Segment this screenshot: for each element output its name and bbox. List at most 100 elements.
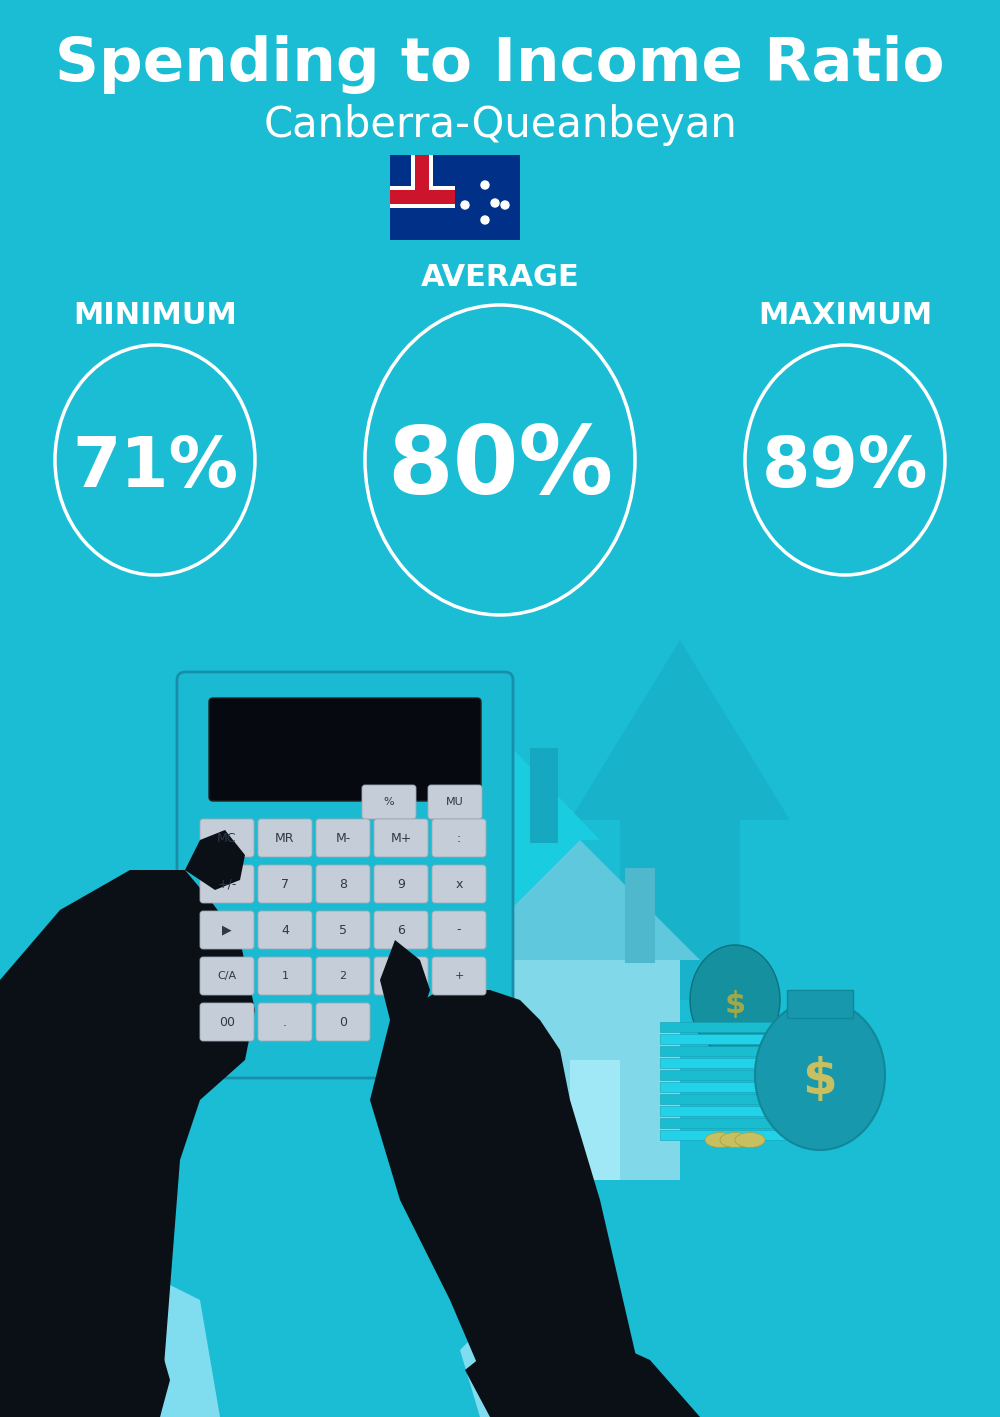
FancyBboxPatch shape	[177, 672, 513, 1078]
Polygon shape	[460, 840, 700, 959]
Text: 9: 9	[397, 877, 405, 890]
FancyBboxPatch shape	[258, 911, 312, 949]
Text: 7: 7	[281, 877, 289, 890]
Text: -: -	[457, 924, 461, 937]
FancyBboxPatch shape	[258, 819, 312, 857]
Text: 89%: 89%	[762, 435, 928, 502]
Bar	[411, 154, 433, 197]
FancyBboxPatch shape	[362, 785, 416, 819]
Text: AVERAGE: AVERAGE	[421, 264, 579, 292]
Text: M+: M+	[390, 832, 412, 845]
Bar	[390, 840, 580, 1000]
Circle shape	[461, 201, 469, 208]
Polygon shape	[370, 720, 600, 840]
Bar	[500, 1060, 550, 1180]
Polygon shape	[460, 1289, 680, 1417]
Text: $: $	[803, 1056, 837, 1104]
Text: 1: 1	[282, 971, 288, 981]
FancyBboxPatch shape	[432, 864, 486, 903]
Bar	[660, 1034, 790, 1044]
Bar	[530, 748, 558, 843]
Ellipse shape	[735, 1132, 765, 1148]
Bar	[390, 154, 520, 239]
Text: MAXIMUM: MAXIMUM	[758, 302, 932, 330]
Bar	[660, 1107, 790, 1117]
Circle shape	[481, 215, 489, 224]
FancyBboxPatch shape	[200, 956, 254, 995]
Circle shape	[501, 201, 509, 208]
FancyBboxPatch shape	[432, 911, 486, 949]
Bar	[415, 154, 429, 197]
Ellipse shape	[705, 1132, 735, 1148]
Text: 0: 0	[339, 1016, 347, 1029]
Bar	[660, 1058, 790, 1068]
Polygon shape	[570, 640, 790, 1000]
FancyBboxPatch shape	[200, 1003, 254, 1041]
Text: MR: MR	[275, 832, 295, 845]
FancyBboxPatch shape	[316, 911, 370, 949]
FancyBboxPatch shape	[200, 819, 254, 857]
Circle shape	[481, 181, 489, 188]
Bar	[660, 1022, 790, 1032]
Text: x: x	[455, 877, 463, 890]
Bar	[390, 186, 455, 208]
Text: MC: MC	[217, 832, 237, 845]
FancyBboxPatch shape	[432, 956, 486, 995]
Text: MU: MU	[446, 796, 464, 808]
Polygon shape	[0, 870, 255, 1417]
FancyBboxPatch shape	[316, 956, 370, 995]
Text: +/-: +/-	[217, 877, 237, 890]
Text: $: $	[724, 990, 746, 1019]
Polygon shape	[185, 830, 245, 890]
Bar	[660, 1129, 790, 1141]
Text: .: .	[283, 1016, 287, 1029]
Text: MINIMUM: MINIMUM	[73, 302, 237, 330]
Polygon shape	[230, 730, 470, 1000]
Bar	[660, 1070, 790, 1080]
FancyBboxPatch shape	[316, 1003, 370, 1041]
Bar	[660, 1083, 790, 1093]
Text: 00: 00	[219, 1016, 235, 1029]
Polygon shape	[380, 939, 430, 1020]
Ellipse shape	[720, 1132, 750, 1148]
FancyBboxPatch shape	[374, 956, 428, 995]
Bar	[660, 1046, 790, 1056]
Bar	[415, 154, 429, 197]
FancyBboxPatch shape	[432, 819, 486, 857]
Text: +: +	[454, 971, 464, 981]
Text: M-: M-	[335, 832, 351, 845]
Text: 5: 5	[339, 924, 347, 937]
FancyBboxPatch shape	[200, 864, 254, 903]
FancyBboxPatch shape	[428, 785, 482, 819]
FancyBboxPatch shape	[209, 699, 481, 801]
Text: 2: 2	[339, 971, 347, 981]
Text: ▶: ▶	[222, 924, 232, 937]
FancyBboxPatch shape	[258, 1003, 312, 1041]
Text: 71%: 71%	[72, 435, 238, 502]
Text: 3: 3	[398, 971, 404, 981]
FancyBboxPatch shape	[258, 864, 312, 903]
Bar	[480, 959, 680, 1180]
Bar	[660, 1118, 790, 1128]
Polygon shape	[0, 1250, 220, 1417]
Text: 4: 4	[281, 924, 289, 937]
FancyBboxPatch shape	[316, 864, 370, 903]
Text: Spending to Income Ratio: Spending to Income Ratio	[55, 35, 945, 95]
Bar	[390, 190, 455, 204]
FancyBboxPatch shape	[374, 864, 428, 903]
Text: 6: 6	[397, 924, 405, 937]
Bar	[660, 1094, 790, 1104]
Text: %: %	[384, 796, 394, 808]
FancyBboxPatch shape	[200, 911, 254, 949]
Bar	[787, 990, 853, 1017]
FancyBboxPatch shape	[374, 819, 428, 857]
Text: C/A: C/A	[217, 971, 237, 981]
Polygon shape	[0, 1280, 170, 1417]
Bar	[570, 1060, 620, 1180]
Polygon shape	[300, 801, 480, 1000]
FancyBboxPatch shape	[374, 911, 428, 949]
FancyBboxPatch shape	[258, 956, 312, 995]
Ellipse shape	[755, 1000, 885, 1151]
Circle shape	[491, 198, 499, 207]
Polygon shape	[465, 1309, 700, 1417]
